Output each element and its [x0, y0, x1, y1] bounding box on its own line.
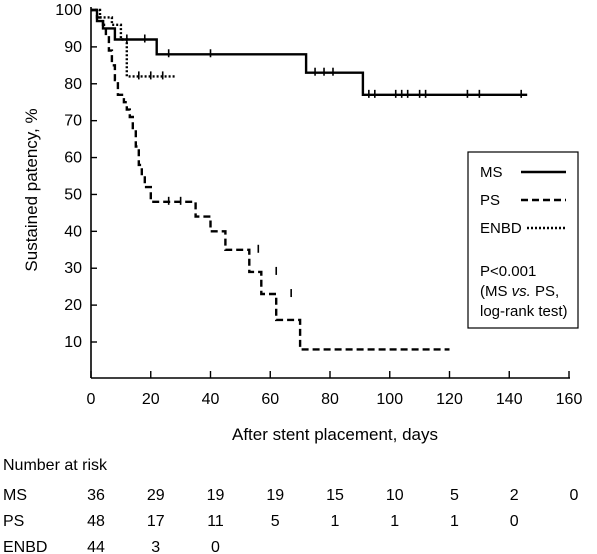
risk-value: 0: [211, 539, 220, 554]
x-tick-label: 100: [376, 391, 403, 408]
risk-value: 3: [151, 539, 160, 554]
risk-value: 15: [326, 487, 344, 504]
risk-value: 0: [510, 513, 519, 530]
x-axis-ticks: 0 20 40 60 80 100 120 140 160: [87, 371, 583, 408]
y-tick-label: 90: [64, 39, 82, 56]
risk-value: 29: [147, 487, 165, 504]
legend: MS PS ENBD P<0.001 (MS vs. PS, log-rank …: [467, 151, 579, 329]
pvalue-line-2: (MS vs. PS,: [480, 283, 559, 300]
x-tick-label: 20: [142, 391, 160, 408]
y-axis-title: Sustained patency, %: [22, 108, 41, 271]
y-tick-label: 20: [64, 297, 82, 314]
risk-value: 48: [87, 513, 105, 530]
risk-value: 36: [87, 487, 105, 504]
risk-table-title: Number at risk: [3, 457, 108, 474]
y-axis-ticks: 10 20 30 40 50 60 70 80 90 100: [55, 2, 97, 351]
x-tick-label: 160: [556, 391, 583, 408]
series-enbd-line: [91, 8, 175, 78]
risk-value: 11: [207, 513, 224, 530]
risk-value: 19: [266, 487, 284, 504]
risk-row-label: MS: [3, 487, 27, 504]
x-tick-label: 40: [202, 391, 220, 408]
risk-row-label: PS: [3, 513, 24, 530]
risk-value: 19: [207, 487, 225, 504]
risk-value: 10: [386, 487, 404, 504]
series-ms-line: [91, 8, 528, 96]
risk-value: 1: [331, 513, 340, 530]
risk-value: 5: [271, 513, 280, 530]
y-tick-label: 60: [64, 150, 82, 167]
y-tick-label: 40: [64, 223, 82, 240]
legend-box: [467, 151, 579, 329]
risk-value: 2: [510, 487, 519, 504]
y-tick-label: 100: [55, 2, 82, 19]
pvalue-line-3: log-rank test): [480, 303, 568, 320]
legend-label-ms: MS: [480, 164, 503, 181]
y-tick-label: 80: [64, 76, 82, 93]
legend-label-ps: PS: [480, 192, 500, 209]
number-at-risk-table: Number at risk MS 36 29 19 19 15 10 5 2 0PS 48 17 11…: [3, 457, 579, 554]
x-tick-label: 80: [321, 391, 339, 408]
risk-row-label: ENBD: [3, 539, 47, 554]
x-tick-label: 0: [87, 391, 96, 408]
legend-label-enbd: ENBD: [480, 220, 522, 237]
risk-value: 1: [450, 513, 459, 530]
pvalue-line-1: P<0.001: [480, 263, 536, 280]
series-ps-line: [91, 8, 450, 351]
x-tick-label: 60: [261, 391, 279, 408]
risk-value: 0: [570, 487, 579, 504]
survival-curves: [91, 8, 528, 351]
y-tick-label: 10: [64, 334, 82, 351]
y-tick-label: 30: [64, 260, 82, 277]
risk-value: 1: [390, 513, 399, 530]
x-tick-label: 120: [436, 391, 463, 408]
x-axis-title: After stent placement, days: [232, 425, 438, 444]
y-tick-label: 70: [64, 113, 82, 130]
y-tick-label: 50: [64, 186, 82, 203]
x-tick-label: 140: [496, 391, 523, 408]
risk-value: 44: [87, 539, 105, 554]
risk-value: 5: [450, 487, 459, 504]
risk-value: 17: [147, 513, 165, 530]
